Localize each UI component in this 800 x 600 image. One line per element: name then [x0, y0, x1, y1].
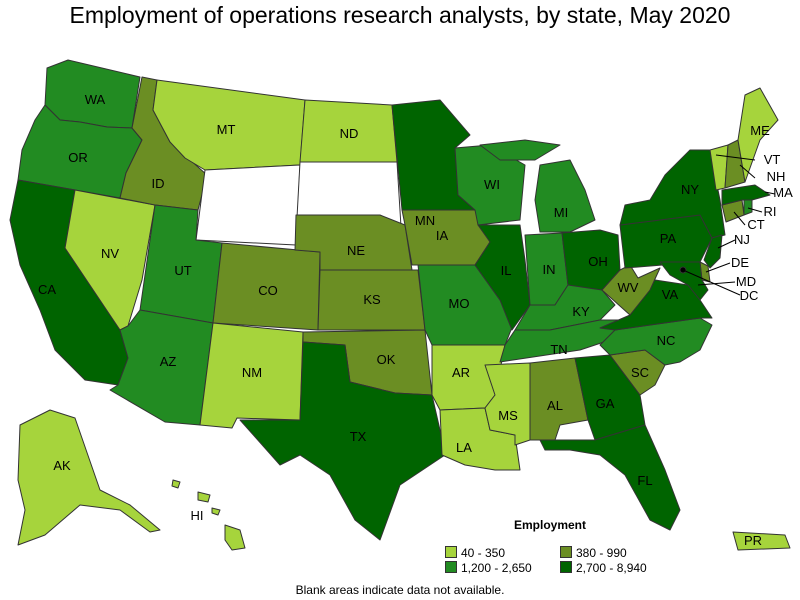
- state-label-me: ME: [750, 123, 770, 138]
- state-label-ar: AR: [452, 365, 470, 380]
- state-label-in: IN: [543, 262, 556, 277]
- state-ma: [721, 184, 771, 206]
- state-label-fl: FL: [637, 473, 652, 488]
- state-label-az: AZ: [160, 354, 177, 369]
- legend-item-2: 380 - 990: [560, 546, 627, 560]
- state-ak: [17, 409, 161, 546]
- state-me: [737, 87, 779, 183]
- state-label-la: LA: [456, 440, 472, 455]
- state-label-nj: NJ: [734, 232, 750, 247]
- state-label-al: AL: [547, 398, 563, 413]
- legend-label-2: 380 - 990: [576, 546, 627, 560]
- state-label-wa: WA: [85, 92, 106, 107]
- state-md: [659, 261, 709, 301]
- legend-swatch-3: [445, 561, 457, 573]
- legend-item-4: 2,700 - 8,940: [560, 561, 647, 575]
- states-layer: [9, 59, 791, 551]
- state-label-ms: MS: [498, 408, 518, 423]
- state-label-dc: DC: [740, 288, 759, 303]
- legend-swatch-4: [560, 561, 572, 573]
- state-label-md: MD: [736, 274, 756, 289]
- state-nj: [703, 234, 723, 269]
- state-label-ky: KY: [572, 304, 590, 319]
- footnote: Blank areas indicate data not available.: [295, 583, 505, 597]
- state-label-nd: ND: [340, 126, 359, 141]
- state-label-id: ID: [152, 176, 165, 191]
- state-label-ak: AK: [53, 458, 71, 473]
- legend-item-3: 1,200 - 2,650: [445, 561, 532, 575]
- state-ri: [743, 199, 753, 216]
- state-label-de: DE: [731, 255, 749, 270]
- legend-swatch-1: [445, 546, 457, 558]
- state-label-ok: OK: [377, 352, 396, 367]
- state-label-ny: NY: [681, 182, 699, 197]
- legend-item-1: 40 - 350: [445, 546, 505, 560]
- legend-label-3: 1,200 - 2,650: [461, 561, 532, 575]
- state-mi: [479, 139, 596, 233]
- state-label-wv: WV: [618, 280, 639, 295]
- state-wy: [195, 164, 301, 246]
- state-label-ri: RI: [764, 204, 777, 219]
- state-label-co: CO: [258, 283, 278, 298]
- state-label-mn: MN: [415, 213, 435, 228]
- legend-swatch-2: [560, 546, 572, 558]
- state-label-ct: CT: [747, 217, 764, 232]
- map-title: Employment of operations research analys…: [69, 2, 731, 28]
- state-label-ne: NE: [347, 243, 365, 258]
- state-label-va: VA: [662, 287, 679, 302]
- state-label-oh: OH: [588, 254, 608, 269]
- state-tx: [239, 341, 446, 541]
- state-label-ca: CA: [38, 282, 56, 297]
- label-leader-lines: [682, 154, 776, 296]
- state-label-mo: MO: [449, 296, 470, 311]
- state-label-vt: VT: [764, 152, 781, 167]
- state-il: [474, 224, 531, 331]
- state-label-or: OR: [68, 150, 88, 165]
- state-label-mi: MI: [554, 205, 568, 220]
- state-fl: [539, 424, 681, 531]
- state-label-pr: PR: [744, 533, 762, 548]
- state-hi: [171, 479, 246, 551]
- state-label-nh: NH: [767, 169, 786, 184]
- state-pr: [732, 531, 791, 551]
- state-label-ia: IA: [436, 228, 449, 243]
- state-label-nv: NV: [101, 246, 119, 261]
- state-label-nc: NC: [657, 333, 676, 348]
- state-wv: [601, 264, 661, 316]
- legend-label-4: 2,700 - 8,940: [576, 561, 647, 575]
- state-label-ma: MA: [773, 185, 793, 200]
- state-label-ut: UT: [174, 263, 191, 278]
- state-label-sc: SC: [631, 365, 649, 380]
- state-label-mt: MT: [217, 122, 236, 137]
- state-label-ks: KS: [363, 292, 381, 307]
- state-label-il: IL: [501, 263, 512, 278]
- state-label-tx: TX: [350, 429, 367, 444]
- state-label-pa: PA: [660, 231, 677, 246]
- state-label-wi: WI: [484, 177, 500, 192]
- legend: Employment 40 - 350 380 - 990 1,200 - 2,…: [445, 518, 675, 578]
- state-label-tn: TN: [550, 342, 567, 357]
- state-label-hi: HI: [191, 508, 204, 523]
- state-label-ga: GA: [596, 396, 615, 411]
- legend-title: Employment: [513, 518, 586, 532]
- legend-label-1: 40 - 350: [461, 546, 506, 560]
- state-label-nm: NM: [242, 365, 262, 380]
